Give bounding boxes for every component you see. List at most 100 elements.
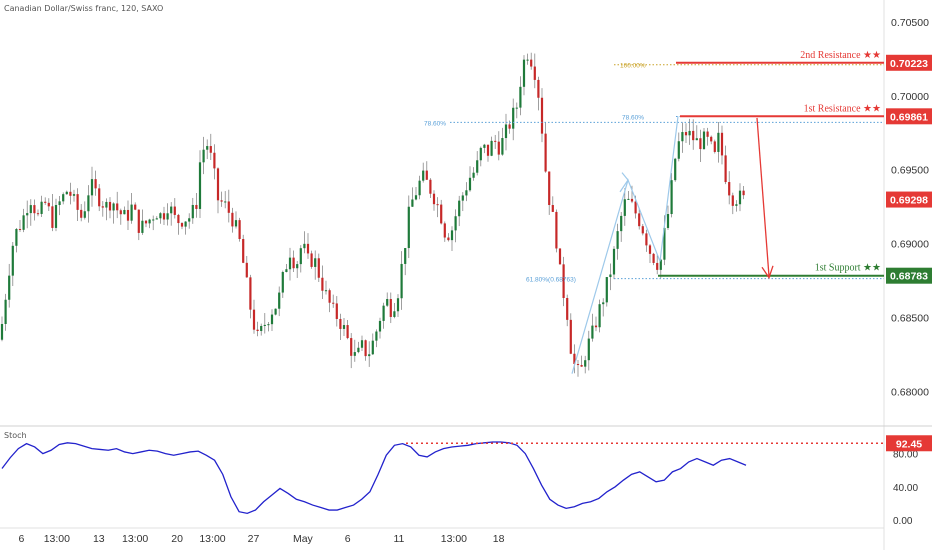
candle-body[interactable] (234, 220, 238, 227)
candle-body[interactable] (296, 264, 299, 269)
candle-body[interactable] (18, 228, 22, 230)
candle-body[interactable] (641, 226, 644, 234)
candle-body[interactable] (692, 130, 695, 141)
projection-arrow-line[interactable] (756, 117, 770, 277)
candle-body[interactable] (317, 258, 320, 278)
candle-body[interactable] (285, 269, 288, 272)
candle-body[interactable] (321, 277, 324, 291)
candle-body[interactable] (501, 138, 504, 155)
candle-body[interactable] (580, 365, 583, 367)
candle-body[interactable] (602, 302, 605, 305)
candle-body[interactable] (116, 203, 119, 211)
candle-body[interactable] (26, 213, 29, 216)
candle-body[interactable] (346, 325, 349, 339)
candle-body[interactable] (576, 364, 580, 366)
candle-body[interactable] (126, 209, 130, 221)
candle-body[interactable] (314, 258, 317, 267)
candle-body[interactable] (303, 243, 306, 249)
stoch-line[interactable] (1, 441, 747, 515)
candle-body[interactable] (191, 204, 194, 219)
candle-body[interactable] (476, 160, 479, 173)
candle-body[interactable] (688, 130, 691, 136)
candle-body[interactable] (720, 132, 724, 156)
candle-body[interactable] (364, 340, 367, 357)
candle-body[interactable] (69, 191, 72, 196)
candle-body[interactable] (166, 213, 169, 220)
candle-body[interactable] (40, 201, 43, 214)
candle-body[interactable] (587, 338, 590, 361)
candle-body[interactable] (375, 331, 378, 341)
candle-body[interactable] (465, 190, 468, 196)
candle-body[interactable] (252, 309, 256, 330)
candle-body[interactable] (83, 211, 86, 218)
candle-body[interactable] (350, 338, 353, 356)
candle-body[interactable] (335, 303, 338, 319)
candle-body[interactable] (29, 205, 32, 214)
candle-body[interactable] (386, 299, 389, 306)
candle-body[interactable] (260, 325, 263, 332)
candle-body[interactable] (177, 214, 180, 224)
candle-body[interactable] (656, 262, 659, 270)
candle-body[interactable] (555, 211, 558, 249)
candle-body[interactable] (119, 210, 122, 215)
candle-body[interactable] (332, 302, 335, 304)
candle-body[interactable] (242, 238, 245, 263)
candle-body[interactable] (450, 230, 454, 241)
candle-body[interactable] (213, 152, 216, 169)
candle-body[interactable] (94, 179, 97, 189)
candle-body[interactable] (494, 140, 497, 142)
candle-body[interactable] (58, 201, 61, 206)
candle-body[interactable] (440, 204, 443, 224)
candle-body[interactable] (292, 257, 295, 269)
candle-body[interactable] (180, 223, 184, 227)
candle-body[interactable] (15, 228, 18, 246)
candle-body[interactable] (33, 205, 36, 214)
candle-body[interactable] (281, 271, 284, 293)
candle-body[interactable] (400, 263, 403, 299)
candle-body[interactable] (148, 219, 151, 224)
candle-body[interactable] (652, 253, 655, 263)
candle-body[interactable] (591, 325, 594, 339)
candle-body[interactable] (616, 231, 619, 249)
candle-body[interactable] (627, 198, 630, 200)
candle-body[interactable] (702, 131, 706, 150)
candle-body[interactable] (728, 182, 731, 196)
candle-body[interactable] (368, 354, 371, 357)
candle-body[interactable] (609, 274, 612, 278)
candle-body[interactable] (393, 311, 396, 317)
candle-body[interactable] (249, 277, 252, 310)
candle-body[interactable] (742, 190, 745, 196)
candle-body[interactable] (497, 141, 500, 155)
candle-body[interactable] (8, 275, 11, 300)
candle-body[interactable] (699, 138, 702, 150)
candle-body[interactable] (468, 177, 472, 191)
candle-body[interactable] (72, 194, 76, 196)
candle-body[interactable] (87, 195, 90, 212)
candle-body[interactable] (134, 204, 137, 210)
candle-body[interactable] (44, 201, 47, 203)
candle-body[interactable] (155, 218, 158, 220)
candle-body[interactable] (0, 323, 4, 340)
candle-body[interactable] (486, 144, 490, 156)
candle-body[interactable] (666, 214, 670, 228)
candle-body[interactable] (432, 193, 436, 205)
candle-body[interactable] (11, 245, 14, 276)
candle-body[interactable] (170, 206, 173, 214)
candle-body[interactable] (724, 155, 727, 183)
candle-body[interactable] (677, 141, 680, 159)
candle-body[interactable] (62, 194, 65, 202)
candle-body[interactable] (731, 195, 734, 206)
candle-body[interactable] (357, 347, 360, 353)
candle-body[interactable] (173, 206, 176, 215)
candle-body[interactable] (472, 172, 475, 178)
candle-body[interactable] (159, 213, 162, 219)
candle-body[interactable] (584, 360, 587, 367)
candle-body[interactable] (713, 141, 716, 152)
candle-body[interactable] (98, 188, 101, 207)
candle-body[interactable] (216, 168, 220, 201)
candle-body[interactable] (137, 209, 140, 233)
candle-body[interactable] (695, 138, 698, 141)
harmonic-pattern-line[interactable] (571, 116, 679, 374)
candle-body[interactable] (188, 218, 191, 222)
